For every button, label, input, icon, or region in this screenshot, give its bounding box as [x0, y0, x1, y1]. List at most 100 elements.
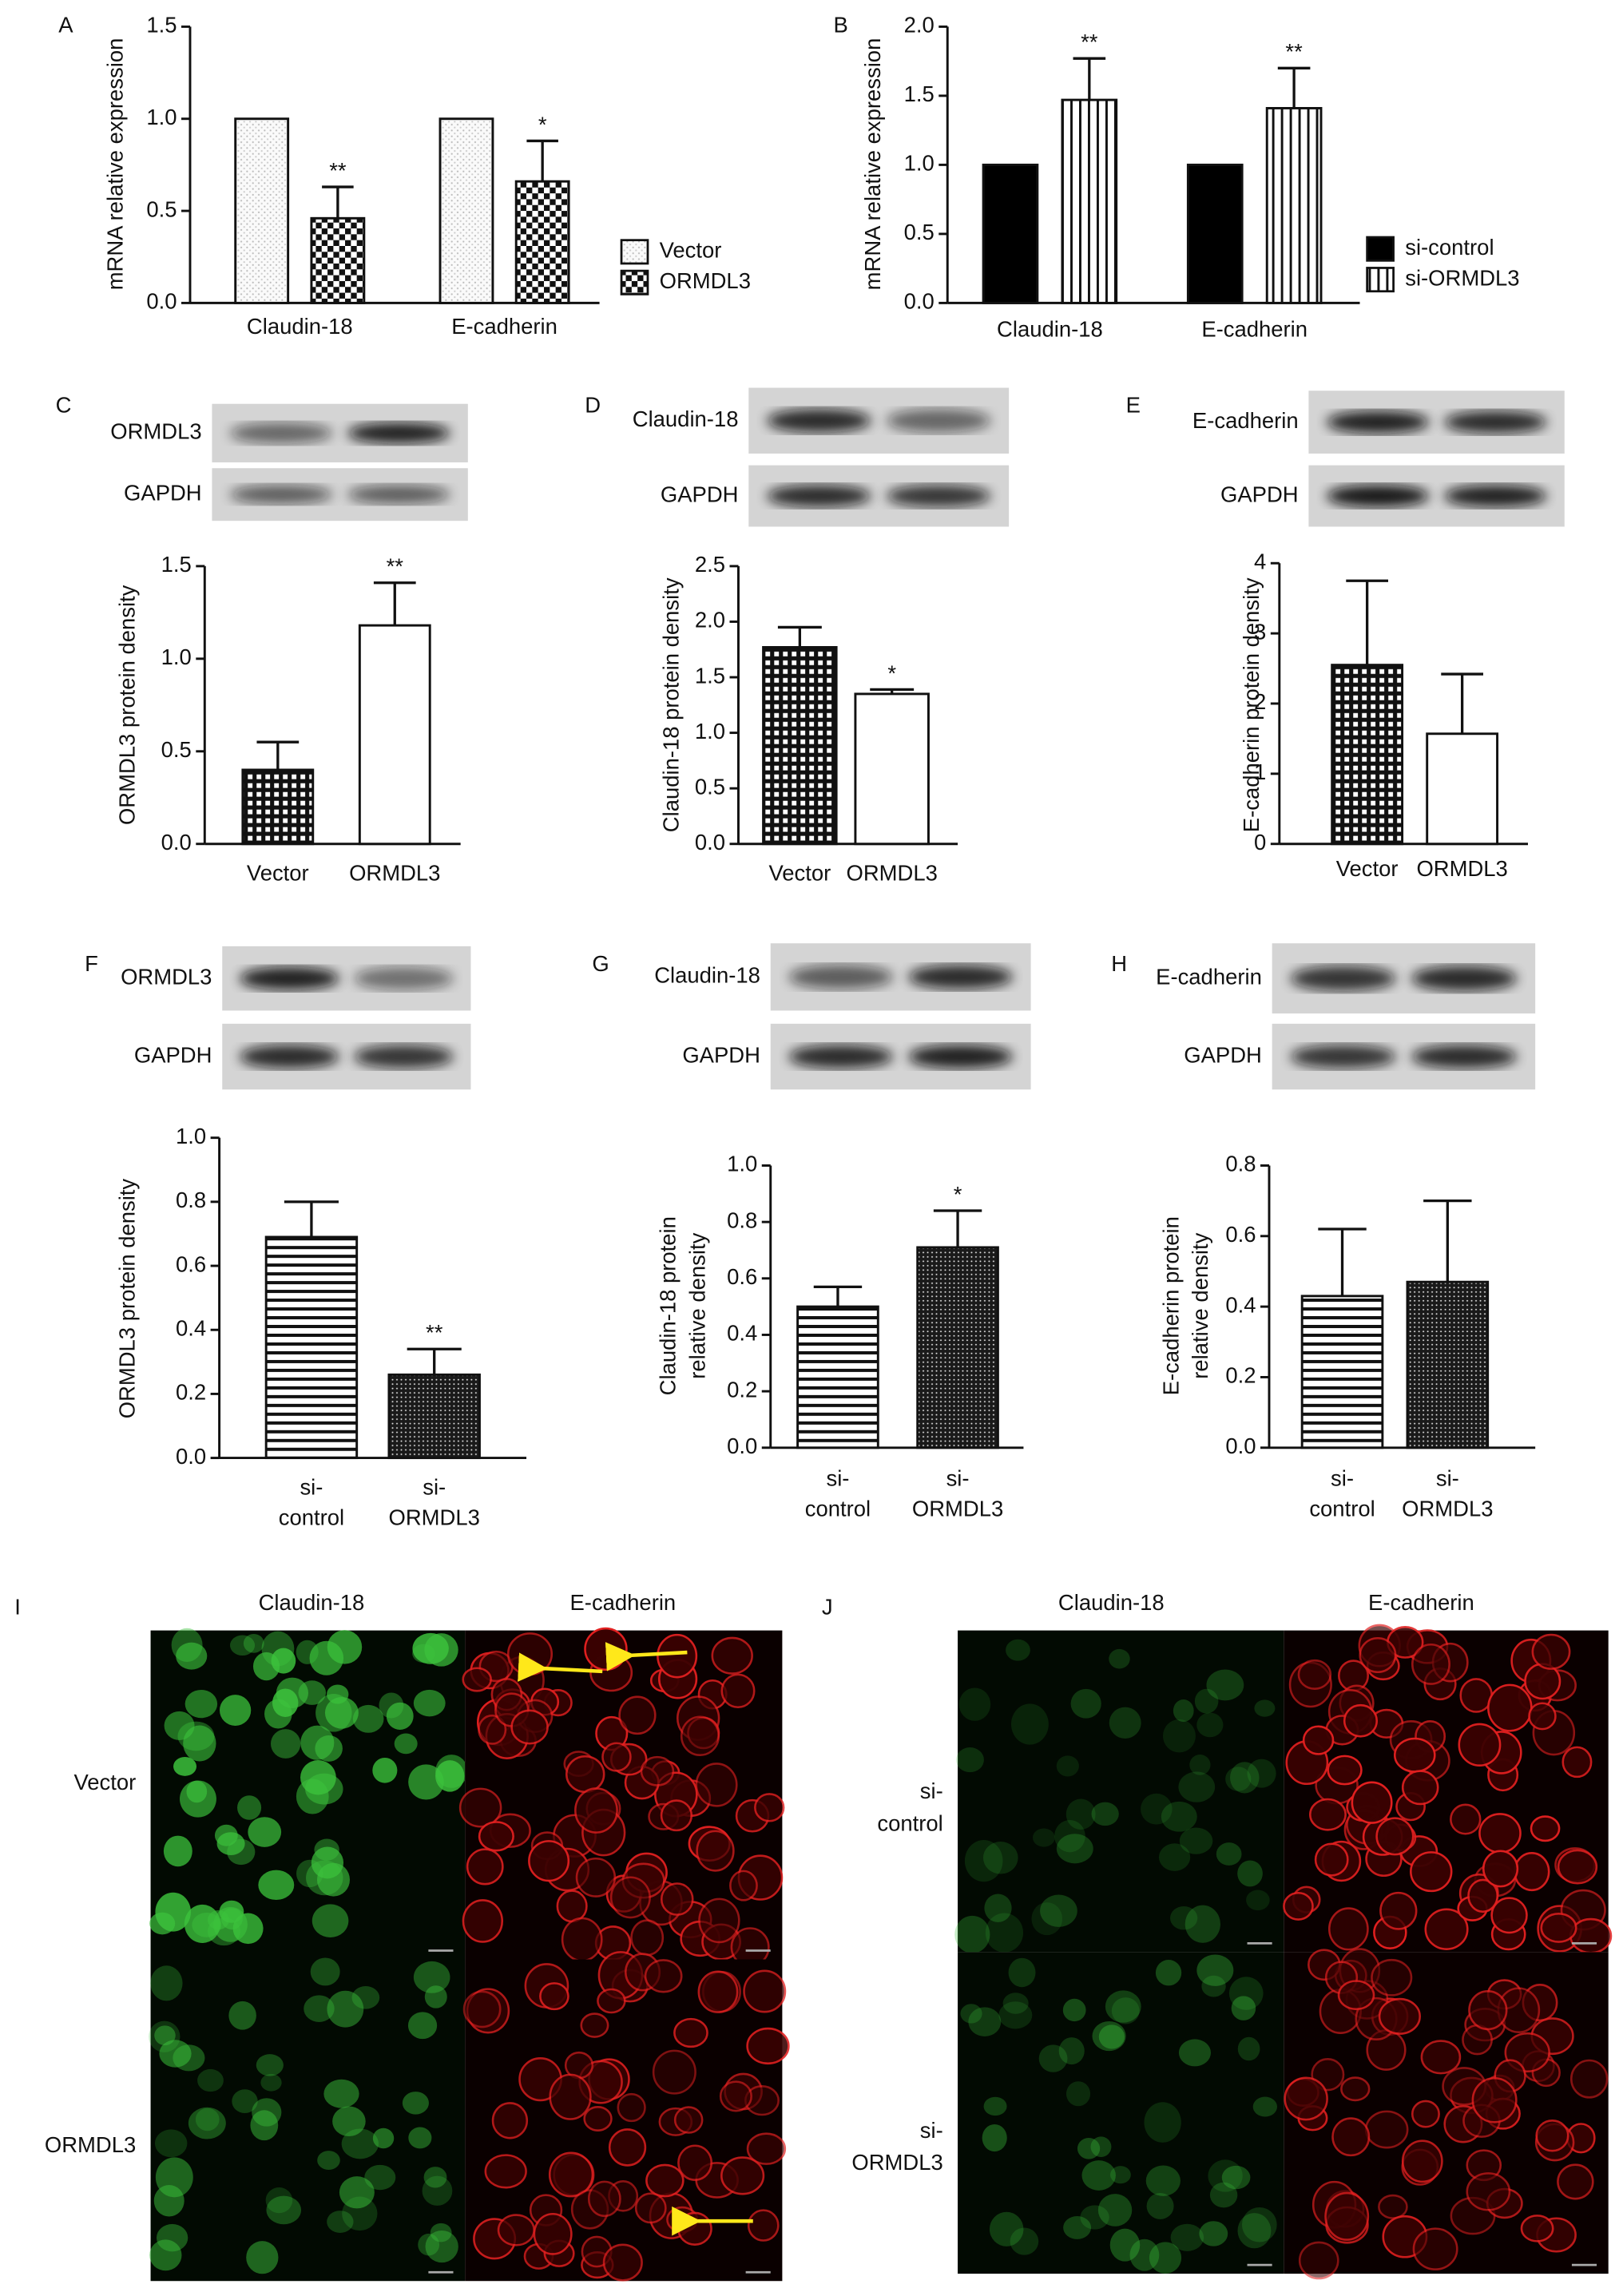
cell — [270, 1729, 301, 1759]
cell — [265, 2187, 293, 2214]
cell — [1206, 1669, 1244, 1701]
panel-letter: B — [833, 13, 847, 38]
cell — [458, 1787, 502, 1828]
cell — [402, 2092, 429, 2115]
blot-label: Claudin-18 — [633, 406, 739, 431]
y-tick-label: 0.2 — [1225, 1363, 1256, 1388]
x-tick-label: Vector — [247, 860, 309, 885]
cell — [729, 1870, 758, 1901]
cell — [1393, 1737, 1436, 1773]
arrow — [518, 1652, 603, 1682]
x-tick-label: Vector — [768, 860, 831, 885]
cell — [1111, 1997, 1140, 2024]
cell — [462, 1899, 504, 1943]
cell — [1557, 2163, 1594, 2200]
cell — [1109, 2228, 1141, 2262]
x-tick-label: si- — [826, 1465, 849, 1490]
cell — [185, 1689, 218, 1719]
micrograph-column-label: E-cadherin — [1368, 1590, 1474, 1615]
cell — [153, 2184, 185, 2217]
cell — [1569, 2059, 1609, 2099]
cell — [1246, 1890, 1270, 1911]
x-tick-label: si- — [300, 1474, 323, 1499]
x-tick-label: E-cadherin — [1201, 316, 1308, 341]
cell — [1070, 1688, 1101, 1719]
cell — [1002, 1993, 1029, 2014]
cell — [252, 1652, 280, 1681]
y-tick-label: 1.5 — [146, 13, 177, 38]
cell — [248, 1817, 282, 1847]
bar — [854, 692, 930, 846]
y-axis-label: Claudin-18 protein density — [658, 577, 683, 832]
cell — [1158, 1843, 1191, 1871]
blot-band — [1326, 410, 1429, 434]
cell — [315, 1735, 343, 1762]
legend-swatch — [620, 269, 649, 295]
cell — [1230, 1762, 1260, 1794]
y-tick-label: 1.5 — [904, 81, 935, 106]
blot-band — [347, 485, 450, 505]
cell — [645, 2163, 685, 2198]
blot-band — [229, 485, 333, 505]
cell — [1170, 2223, 1204, 2251]
cell — [743, 1969, 787, 2013]
blot-band — [886, 485, 991, 507]
cell — [1364, 2110, 1409, 2149]
cell — [1092, 2020, 1126, 2052]
cell — [184, 1904, 220, 1944]
cell — [1450, 1803, 1482, 1835]
y-tick-label: 0 — [1254, 830, 1266, 855]
panel-letter: J — [822, 1594, 833, 1619]
y-tick-label: 0.5 — [695, 774, 725, 799]
micrograph-row-label: si- — [920, 1779, 943, 1803]
bar — [438, 117, 494, 304]
cell — [602, 2243, 643, 2282]
cell — [462, 1990, 502, 2028]
y-axis-label: ORMDL3 protein density — [114, 1179, 139, 1419]
cell — [746, 2132, 787, 2165]
cell — [1557, 1849, 1598, 1885]
cell — [561, 1917, 603, 1962]
blot-label: ORMDL3 — [121, 964, 212, 989]
cell — [958, 1687, 991, 1721]
cell — [677, 2144, 713, 2181]
arrow — [605, 1642, 688, 1671]
error-bar — [322, 185, 354, 219]
blot-band — [1326, 485, 1429, 507]
cell — [497, 2214, 535, 2246]
y-tick-label: 0.4 — [727, 1321, 757, 1346]
y-tick-label: 4 — [1254, 549, 1266, 573]
micrograph-tile — [1284, 1948, 1609, 2280]
cell — [1252, 2096, 1277, 2117]
cell — [1209, 2182, 1238, 2208]
cell — [1467, 1878, 1499, 1913]
x-tick-label: control — [279, 1505, 344, 1530]
cell — [1196, 1712, 1224, 1738]
error-bar — [870, 688, 915, 694]
cell — [154, 2129, 188, 2158]
y-tick-label: 0.2 — [176, 1380, 206, 1405]
cell — [720, 2156, 765, 2195]
y-tick-label: 2.0 — [695, 608, 725, 632]
micrograph-row-label: control — [877, 1810, 942, 1835]
cell — [424, 1985, 447, 2009]
cell — [630, 1919, 665, 1957]
cell — [186, 1780, 208, 1803]
cell — [163, 1835, 192, 1867]
cell — [1010, 2227, 1039, 2255]
cell — [1109, 1707, 1141, 1739]
cell — [528, 1840, 570, 1882]
cell — [1254, 1699, 1276, 1717]
y-axis-label: E-cadherin protein — [1158, 1216, 1183, 1395]
cell — [1077, 2137, 1101, 2159]
cell — [1302, 1725, 1335, 1755]
y-tick-label: 1 — [1254, 759, 1266, 784]
cell — [982, 2124, 1007, 2152]
y-tick-label: 1.5 — [161, 552, 192, 577]
x-tick-label: Claudin-18 — [997, 316, 1103, 341]
y-tick-label: 0.4 — [1225, 1292, 1256, 1317]
cell — [260, 2073, 282, 2092]
cell — [583, 2106, 613, 2131]
x-tick-label: Claudin-18 — [247, 314, 353, 339]
